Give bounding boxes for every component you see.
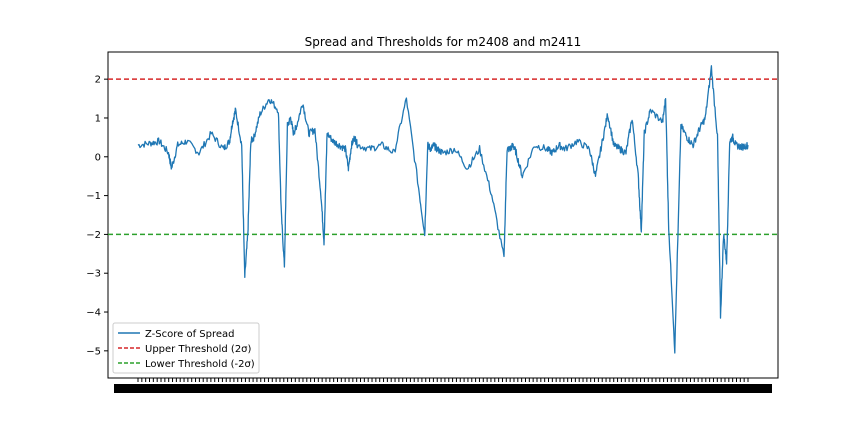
- y-tick-label: −3: [86, 269, 101, 280]
- legend-box: [112, 322, 260, 374]
- y-tick-label: 1: [95, 113, 101, 124]
- legend-label-zscore: Z-Score of Spread: [145, 329, 235, 340]
- plot-lines: [108, 65, 778, 354]
- y-tick-label: −4: [86, 308, 101, 319]
- zscore-series-line: [137, 65, 749, 354]
- y-tick-label: 0: [95, 152, 101, 163]
- y-tick-label: −2: [86, 230, 101, 241]
- y-tick-label: 2: [95, 75, 101, 86]
- y-tick-label: −5: [86, 346, 101, 357]
- x-axis: [114, 378, 772, 393]
- legend-label-upper: Upper Threshold (2σ): [145, 344, 252, 355]
- legend: Z-Score of Spread Upper Threshold (2σ) L…: [112, 322, 260, 374]
- legend-label-lower: Lower Threshold (-2σ): [145, 359, 255, 370]
- y-tick-label: −1: [86, 191, 101, 202]
- x-tick-labels-overlap: [114, 384, 772, 393]
- y-axis: 2 1 0 −1 −2 −3 −4 −5: [86, 75, 108, 357]
- chart-title: Spread and Thresholds for m2408 and m241…: [305, 35, 582, 49]
